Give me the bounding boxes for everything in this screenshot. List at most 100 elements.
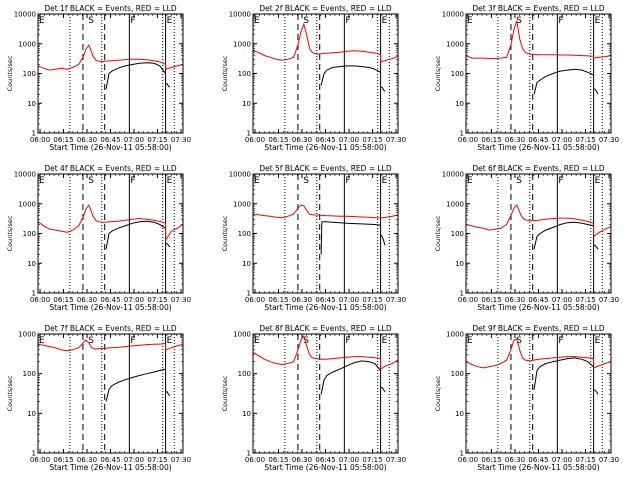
x-axis-label: Start Time (26-Nov-11 05:58:00)	[264, 143, 386, 152]
x-tick-label: 06:45	[100, 296, 120, 304]
plot-frame	[252, 333, 399, 454]
x-axis-label: Start Time (26-Nov-11 05:58:00)	[264, 303, 386, 312]
series-line	[105, 62, 166, 90]
y-tick-label: 10000	[14, 11, 36, 19]
x-tick-label: 07:00	[124, 456, 144, 464]
interval-marker-label: E	[254, 176, 260, 186]
x-tick-label: 06:45	[100, 136, 120, 144]
x-tick-label: 06:00	[458, 136, 478, 144]
interval-marker-label: E	[39, 176, 45, 186]
x-tick-label: 07:15	[575, 456, 595, 464]
chart-title: Det 7f BLACK = Events, RED = LLD	[44, 324, 177, 333]
y-tick-label: 1000	[446, 331, 464, 339]
x-tick-label: 07:00	[552, 296, 572, 304]
interval-marker-label: E	[595, 336, 601, 346]
series-line	[593, 389, 599, 395]
plot-frame	[465, 173, 612, 294]
interval-marker-label: F	[130, 336, 135, 346]
x-axis-label: Start Time (26-Nov-11 05:58:00)	[477, 463, 599, 472]
y-tick-label: 10000	[14, 171, 36, 179]
x-tick-label: 07:15	[575, 296, 595, 304]
x-tick-label: 07:00	[339, 296, 359, 304]
series-line	[593, 88, 599, 95]
x-tick-label: 06:15	[53, 456, 73, 464]
x-tick-label: 06:30	[505, 456, 525, 464]
x-tick-label: 06:30	[77, 136, 97, 144]
x-tick-label: 06:45	[315, 136, 335, 144]
y-tick-label: 10	[27, 410, 36, 418]
x-axis-label: Start Time (26-Nov-11 05:58:00)	[49, 303, 171, 312]
interval-marker-label: E	[254, 336, 260, 346]
plot-frame	[465, 333, 612, 454]
x-tick-label: 07:00	[552, 136, 572, 144]
interval-marker-label: E	[167, 336, 173, 346]
interval-marker-label: E	[382, 336, 388, 346]
interval-marker-label: E	[39, 336, 45, 346]
x-tick-label: 06:15	[481, 456, 501, 464]
y-tick-label: 10	[455, 410, 464, 418]
series-line	[593, 244, 599, 250]
series-line	[320, 360, 381, 395]
x-tick-label: 06:15	[268, 456, 288, 464]
y-tick-label: 100	[451, 370, 464, 378]
interval-marker-label: F	[345, 16, 350, 26]
chart-title: Det 8f BLACK = Events, RED = LLD	[259, 324, 392, 333]
y-tick-label: 10	[242, 260, 251, 268]
x-axis-label: Start Time (26-Nov-11 05:58:00)	[264, 463, 386, 472]
interval-marker-label: S	[516, 16, 522, 26]
chart-panel-4: Det 4f BLACK = Events, RED = LLD E S F E 1 10 1…	[6, 164, 191, 312]
y-tick-label: 1	[460, 290, 464, 298]
y-tick-label: 1	[247, 290, 251, 298]
y-tick-label: 100	[238, 70, 251, 78]
x-axis-label: Start Time (26-Nov-11 05:58:00)	[49, 463, 171, 472]
x-tick-label: 06:15	[481, 136, 501, 144]
series-line	[533, 68, 594, 95]
y-tick-label: 100	[23, 370, 36, 378]
chart-title: Det 5f BLACK = Events, RED = LLD	[259, 164, 392, 173]
interval-marker-label: E	[595, 16, 601, 26]
series-line	[37, 204, 184, 242]
y-tick-label: 10000	[442, 11, 464, 19]
x-tick-label: 06:45	[528, 456, 548, 464]
interval-marker-label: F	[345, 176, 350, 186]
y-tick-label: 100	[451, 70, 464, 78]
x-tick-label: 06:30	[77, 456, 97, 464]
chart-panel-7: Det 7f BLACK = Events, RED = LLD E S F E 1 10 1…	[6, 324, 191, 472]
x-tick-label: 07:15	[362, 456, 382, 464]
x-tick-label: 06:30	[505, 136, 525, 144]
chart-title: Det 9f BLACK = Events, RED = LLD	[472, 324, 605, 333]
series-line	[320, 221, 381, 255]
y-tick-label: 100	[23, 70, 36, 78]
x-tick-label: 06:45	[100, 456, 120, 464]
y-axis-label: Counts/sec	[434, 375, 442, 411]
x-tick-label: 07:15	[362, 296, 382, 304]
chart-panel-5: Det 5f BLACK = Events, RED = LLD E S F E 1 10 1…	[221, 164, 406, 312]
series-line	[533, 221, 594, 250]
series-line	[533, 357, 594, 390]
x-tick-label: 07:00	[124, 136, 144, 144]
x-tick-label: 06:30	[505, 296, 525, 304]
y-tick-label: 10	[27, 100, 36, 108]
interval-marker-label: S	[303, 336, 309, 346]
x-tick-label: 06:00	[245, 136, 265, 144]
y-tick-label: 1000	[233, 40, 251, 48]
x-tick-label: 06:30	[292, 456, 312, 464]
interval-marker-label: S	[303, 16, 309, 26]
x-tick-label: 07:00	[124, 296, 144, 304]
x-tick-label: 07:30	[386, 456, 406, 464]
x-tick-label: 07:15	[147, 456, 167, 464]
interval-marker-label: S	[516, 336, 522, 346]
interval-marker-label: S	[516, 176, 522, 186]
y-tick-label: 1	[247, 130, 251, 138]
plot-frame	[252, 173, 399, 294]
y-tick-label: 10000	[442, 171, 464, 179]
interval-marker-label: E	[467, 336, 473, 346]
x-tick-label: 07:30	[171, 136, 191, 144]
y-tick-label: 1000	[446, 200, 464, 208]
y-tick-label: 10	[455, 100, 464, 108]
x-tick-label: 07:30	[386, 296, 406, 304]
y-tick-label: 100	[451, 230, 464, 238]
series-line	[380, 234, 386, 246]
interval-marker-label: E	[382, 176, 388, 186]
plot-frame	[37, 13, 184, 134]
